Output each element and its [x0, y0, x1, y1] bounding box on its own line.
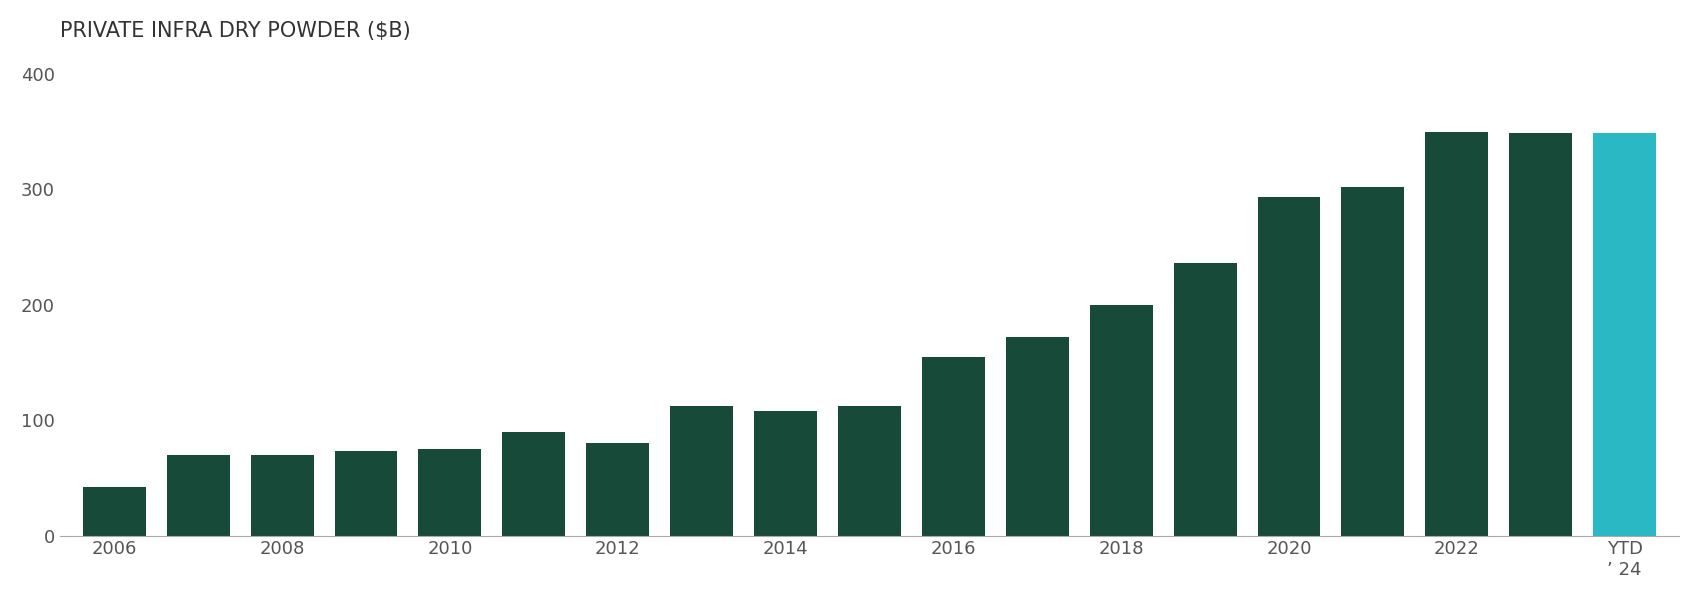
- Bar: [502, 431, 566, 536]
- Bar: [1593, 133, 1656, 536]
- Bar: [1258, 197, 1321, 536]
- Bar: [755, 411, 818, 536]
- Bar: [838, 406, 901, 536]
- Bar: [418, 449, 481, 536]
- Bar: [1173, 263, 1236, 536]
- Bar: [670, 406, 733, 536]
- Bar: [1341, 187, 1404, 536]
- Bar: [921, 356, 984, 536]
- Bar: [167, 455, 230, 536]
- Bar: [1090, 305, 1153, 536]
- Text: PRIVATE INFRA DRY POWDER ($B): PRIVATE INFRA DRY POWDER ($B): [60, 21, 410, 41]
- Bar: [1510, 133, 1572, 536]
- Bar: [335, 451, 398, 536]
- Bar: [83, 487, 146, 536]
- Bar: [586, 443, 649, 536]
- Bar: [1006, 337, 1069, 536]
- Bar: [250, 455, 313, 536]
- Bar: [1425, 131, 1488, 536]
